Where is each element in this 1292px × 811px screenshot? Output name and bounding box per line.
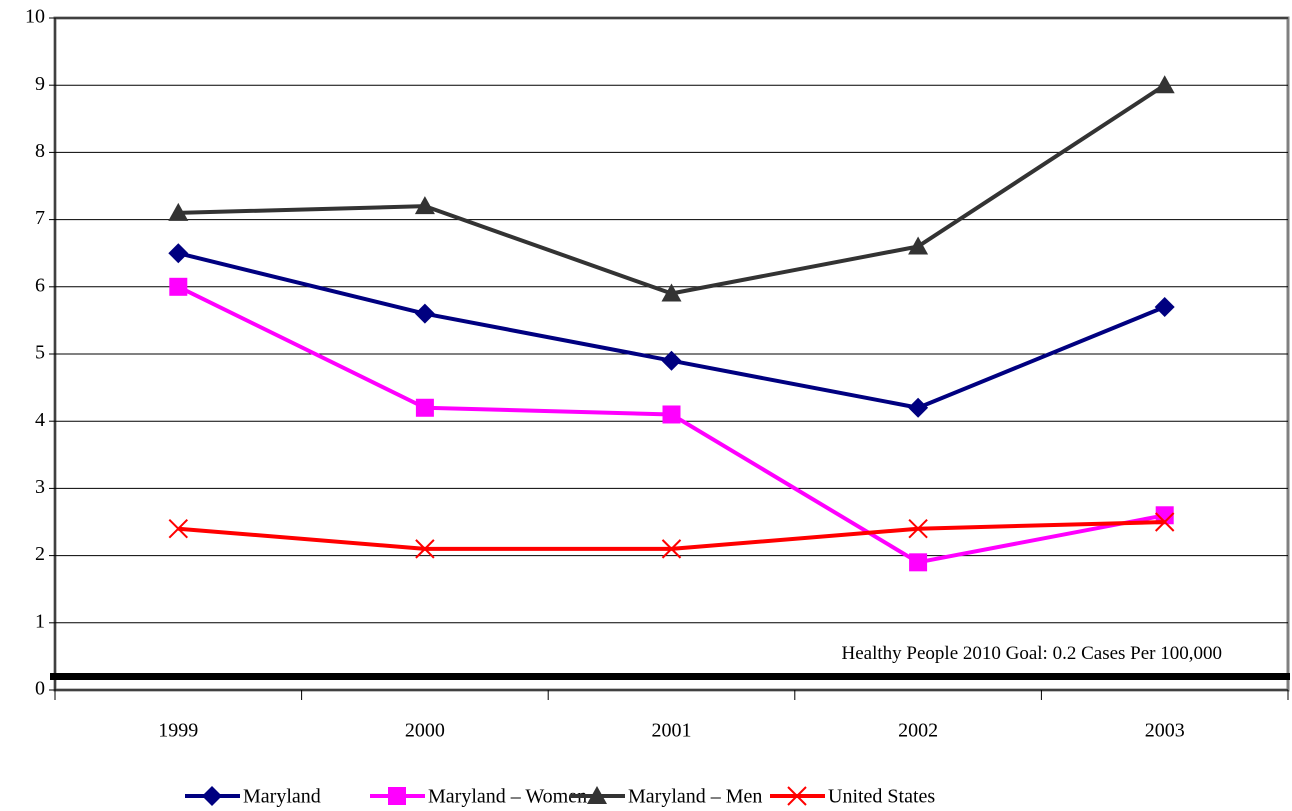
- legend-label: United States: [828, 786, 935, 808]
- data-point: [662, 405, 681, 424]
- y-tick-label: 7: [35, 207, 45, 229]
- x-tick-label: 2003: [1145, 720, 1185, 742]
- x-tick-label: 2000: [405, 720, 445, 742]
- legend-label: Maryland: [243, 786, 321, 808]
- y-tick-label: 1: [35, 610, 45, 632]
- series-line: [177, 285, 1166, 565]
- data-point: [415, 398, 434, 417]
- data-point: [168, 202, 189, 221]
- y-tick-label: 10: [25, 6, 45, 28]
- y-tick-label: 5: [35, 342, 45, 364]
- y-tick-label: 3: [35, 476, 45, 498]
- legend-marker: [388, 787, 406, 805]
- data-point: [169, 277, 188, 296]
- y-tick-label: 2: [35, 543, 45, 565]
- data-point: [909, 553, 928, 572]
- data-point: [661, 350, 682, 371]
- y-tick-label: 0: [35, 678, 45, 700]
- y-tick-label: 9: [35, 73, 45, 95]
- y-tick-label: 4: [35, 409, 45, 431]
- data-point: [168, 243, 189, 264]
- data-point: [908, 519, 928, 539]
- data-point: [168, 519, 189, 539]
- legend-marker: [587, 786, 607, 804]
- series-line: [177, 251, 1166, 410]
- legend-item: Maryland – Men: [570, 786, 762, 808]
- data-point: [415, 539, 435, 559]
- legend-item: United States: [770, 786, 935, 808]
- y-tick-label: 6: [35, 274, 45, 296]
- x-tick-label: 2001: [652, 720, 692, 742]
- data-point: [1154, 296, 1175, 317]
- legend-marker: [202, 786, 222, 806]
- legend-marker: [787, 786, 807, 806]
- data-point: [661, 539, 682, 559]
- legend-item: Maryland – Women: [370, 786, 587, 808]
- data-point: [414, 196, 435, 215]
- series-line: [178, 83, 1166, 296]
- data-point: [1154, 512, 1175, 532]
- x-tick-label: 1999: [158, 720, 198, 742]
- y-tick-label: 8: [35, 140, 45, 162]
- legend-label: Maryland – Men: [628, 786, 762, 808]
- legend-item: Maryland: [185, 786, 321, 808]
- data-point: [414, 303, 435, 324]
- data-point: [908, 397, 929, 418]
- x-tick-label: 2002: [898, 720, 938, 742]
- data-point: [908, 236, 929, 255]
- legend-label: Maryland – Women: [428, 786, 587, 808]
- goal-label: Healthy People 2010 Goal: 0.2 Cases Per …: [842, 643, 1222, 664]
- data-point: [1154, 75, 1175, 94]
- data-point: [1155, 506, 1174, 525]
- data-point: [661, 283, 682, 302]
